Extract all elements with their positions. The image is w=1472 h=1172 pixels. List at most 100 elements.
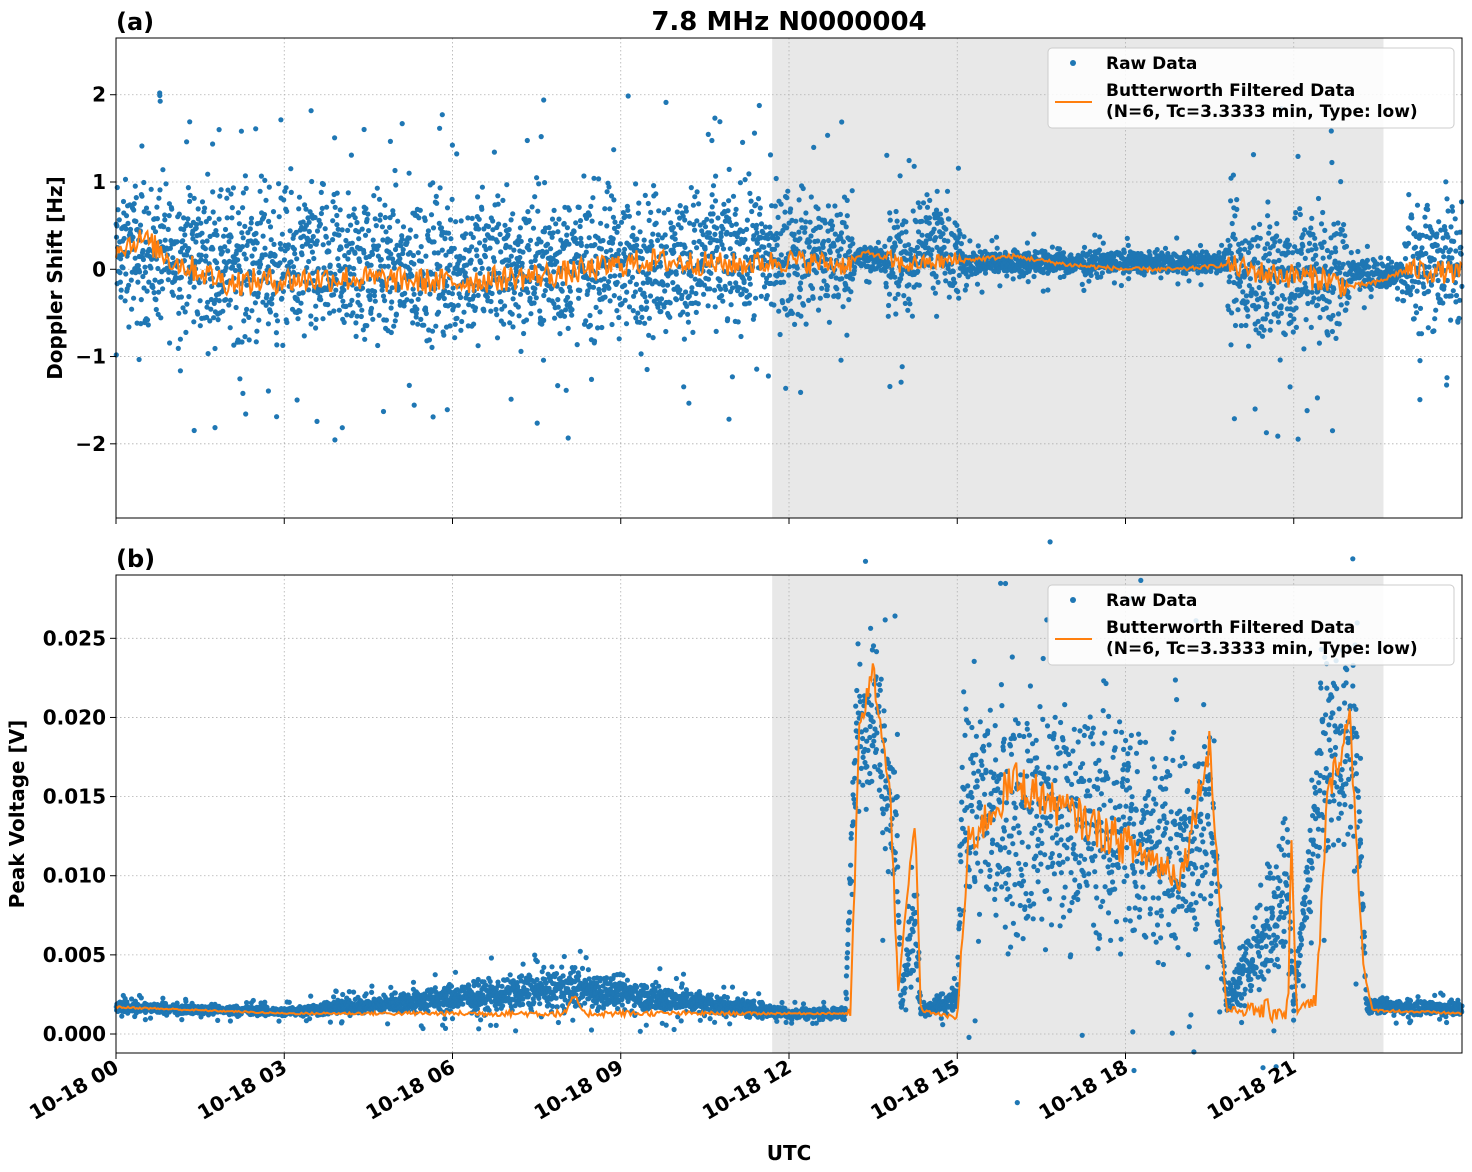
raw-data-point [1278, 303, 1284, 309]
raw-data-point [191, 319, 197, 325]
raw-data-point [431, 239, 437, 245]
raw-data-point [1300, 243, 1306, 249]
raw-data-outlier [1395, 296, 1401, 302]
raw-data-point [154, 216, 160, 222]
raw-data-outlier [906, 157, 912, 164]
raw-data-point [319, 205, 325, 211]
raw-data-point [502, 222, 508, 228]
raw-data-point [1244, 299, 1250, 305]
raw-data-point [126, 324, 132, 330]
raw-data-point [157, 187, 163, 193]
raw-data-outlier [1024, 240, 1030, 246]
raw-data-point [894, 218, 900, 224]
raw-data-point [518, 238, 524, 244]
raw-data-point [531, 290, 538, 296]
raw-data-point [154, 204, 160, 210]
raw-data-point [843, 224, 849, 230]
raw-data-point [747, 281, 753, 287]
raw-data-point [692, 227, 698, 233]
raw-data-point [231, 342, 237, 348]
raw-data-point [482, 254, 488, 260]
raw-data-point [351, 265, 357, 272]
raw-data-point [701, 291, 707, 297]
raw-data-outlier [887, 383, 893, 390]
raw-data-point [642, 192, 648, 198]
raw-data-point [226, 302, 232, 308]
raw-data-point [634, 242, 640, 248]
raw-data-point [820, 244, 826, 250]
raw-data-point [815, 206, 821, 212]
raw-data-point [534, 175, 540, 181]
raw-data-point [339, 227, 345, 233]
raw-data-point [261, 211, 268, 218]
raw-data-point [114, 223, 120, 229]
raw-data-point [207, 318, 213, 324]
raw-data-point [727, 246, 733, 252]
raw-data-point [272, 252, 278, 258]
raw-data-point [225, 248, 231, 254]
raw-data-point [451, 245, 457, 252]
raw-data-outlier [712, 115, 718, 121]
raw-data-point [1286, 242, 1292, 248]
raw-data-point [409, 273, 415, 279]
raw-data-point [828, 218, 835, 224]
raw-data-outlier [253, 126, 259, 132]
raw-data-point [391, 323, 397, 329]
raw-data-point [604, 223, 610, 229]
raw-data-point [577, 223, 583, 230]
raw-data-outlier [967, 238, 973, 244]
panel-a-x-axis-ticks [115, 518, 1295, 524]
raw-data-point [901, 293, 907, 299]
raw-data-point [359, 285, 366, 291]
raw-data-point [565, 325, 571, 331]
raw-data-point [351, 206, 357, 212]
raw-data-point [848, 289, 854, 295]
raw-data-point [239, 230, 245, 236]
raw-data-point [1456, 315, 1462, 321]
raw-data-point [639, 314, 645, 320]
raw-data-point [241, 251, 247, 257]
raw-data-point [706, 230, 713, 236]
raw-data-point [400, 250, 406, 257]
raw-data-point [210, 246, 216, 252]
raw-data-point [744, 217, 751, 223]
raw-data-point [307, 243, 314, 249]
raw-data-point [300, 233, 307, 239]
raw-data-point [653, 220, 659, 226]
raw-data-point [982, 270, 989, 276]
raw-data-outlier [1361, 305, 1367, 311]
raw-data-outlier [911, 163, 917, 169]
raw-data-point [1293, 305, 1299, 311]
raw-data-point [391, 265, 397, 271]
raw-data-point [784, 225, 790, 231]
raw-data-point [276, 214, 282, 220]
raw-data-point [143, 239, 149, 245]
raw-data-point [954, 222, 960, 228]
raw-data-point [317, 221, 323, 227]
raw-data-point [663, 328, 669, 335]
raw-data-point [1448, 293, 1454, 299]
raw-data-point [561, 220, 567, 227]
raw-data-point [729, 222, 735, 228]
raw-data-point [1300, 232, 1306, 238]
raw-data-point [1276, 257, 1282, 263]
raw-data-point [243, 311, 249, 317]
raw-data-point [340, 298, 346, 304]
raw-data-point [1453, 292, 1460, 299]
raw-data-point [1434, 231, 1440, 237]
raw-data-point [437, 185, 443, 191]
raw-data-point [1413, 310, 1420, 316]
raw-data-point [214, 260, 220, 266]
raw-data-point [452, 335, 458, 341]
panel-a-legend-filtered-label: Butterworth Filtered Data [1106, 81, 1355, 101]
raw-data-point [362, 232, 369, 238]
raw-data-point [369, 251, 376, 257]
raw-data-point [224, 215, 230, 221]
raw-data-point [754, 230, 760, 236]
raw-data-point [123, 213, 130, 219]
raw-data-outlier [1304, 408, 1310, 414]
raw-data-point [931, 226, 937, 232]
raw-data-point [212, 345, 218, 352]
raw-data-point [510, 296, 516, 302]
raw-data-point [414, 306, 420, 312]
